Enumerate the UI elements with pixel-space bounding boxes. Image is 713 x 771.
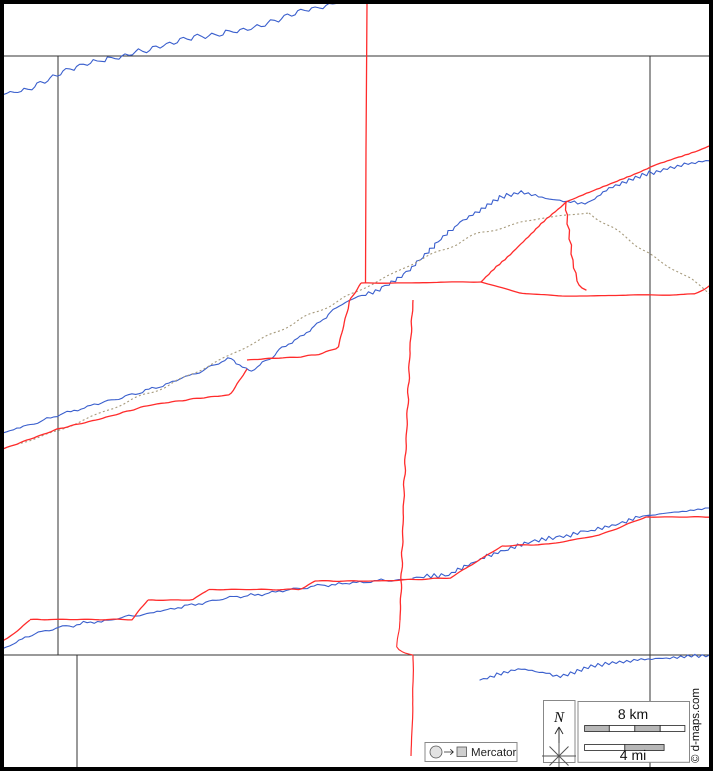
svg-text:© d-maps.com: © d-maps.com bbox=[690, 688, 702, 763]
svg-text:Mercator: Mercator bbox=[471, 747, 517, 759]
svg-text:N: N bbox=[553, 710, 565, 726]
svg-text:4 mi: 4 mi bbox=[620, 747, 646, 763]
svg-text:8 km: 8 km bbox=[618, 706, 648, 722]
